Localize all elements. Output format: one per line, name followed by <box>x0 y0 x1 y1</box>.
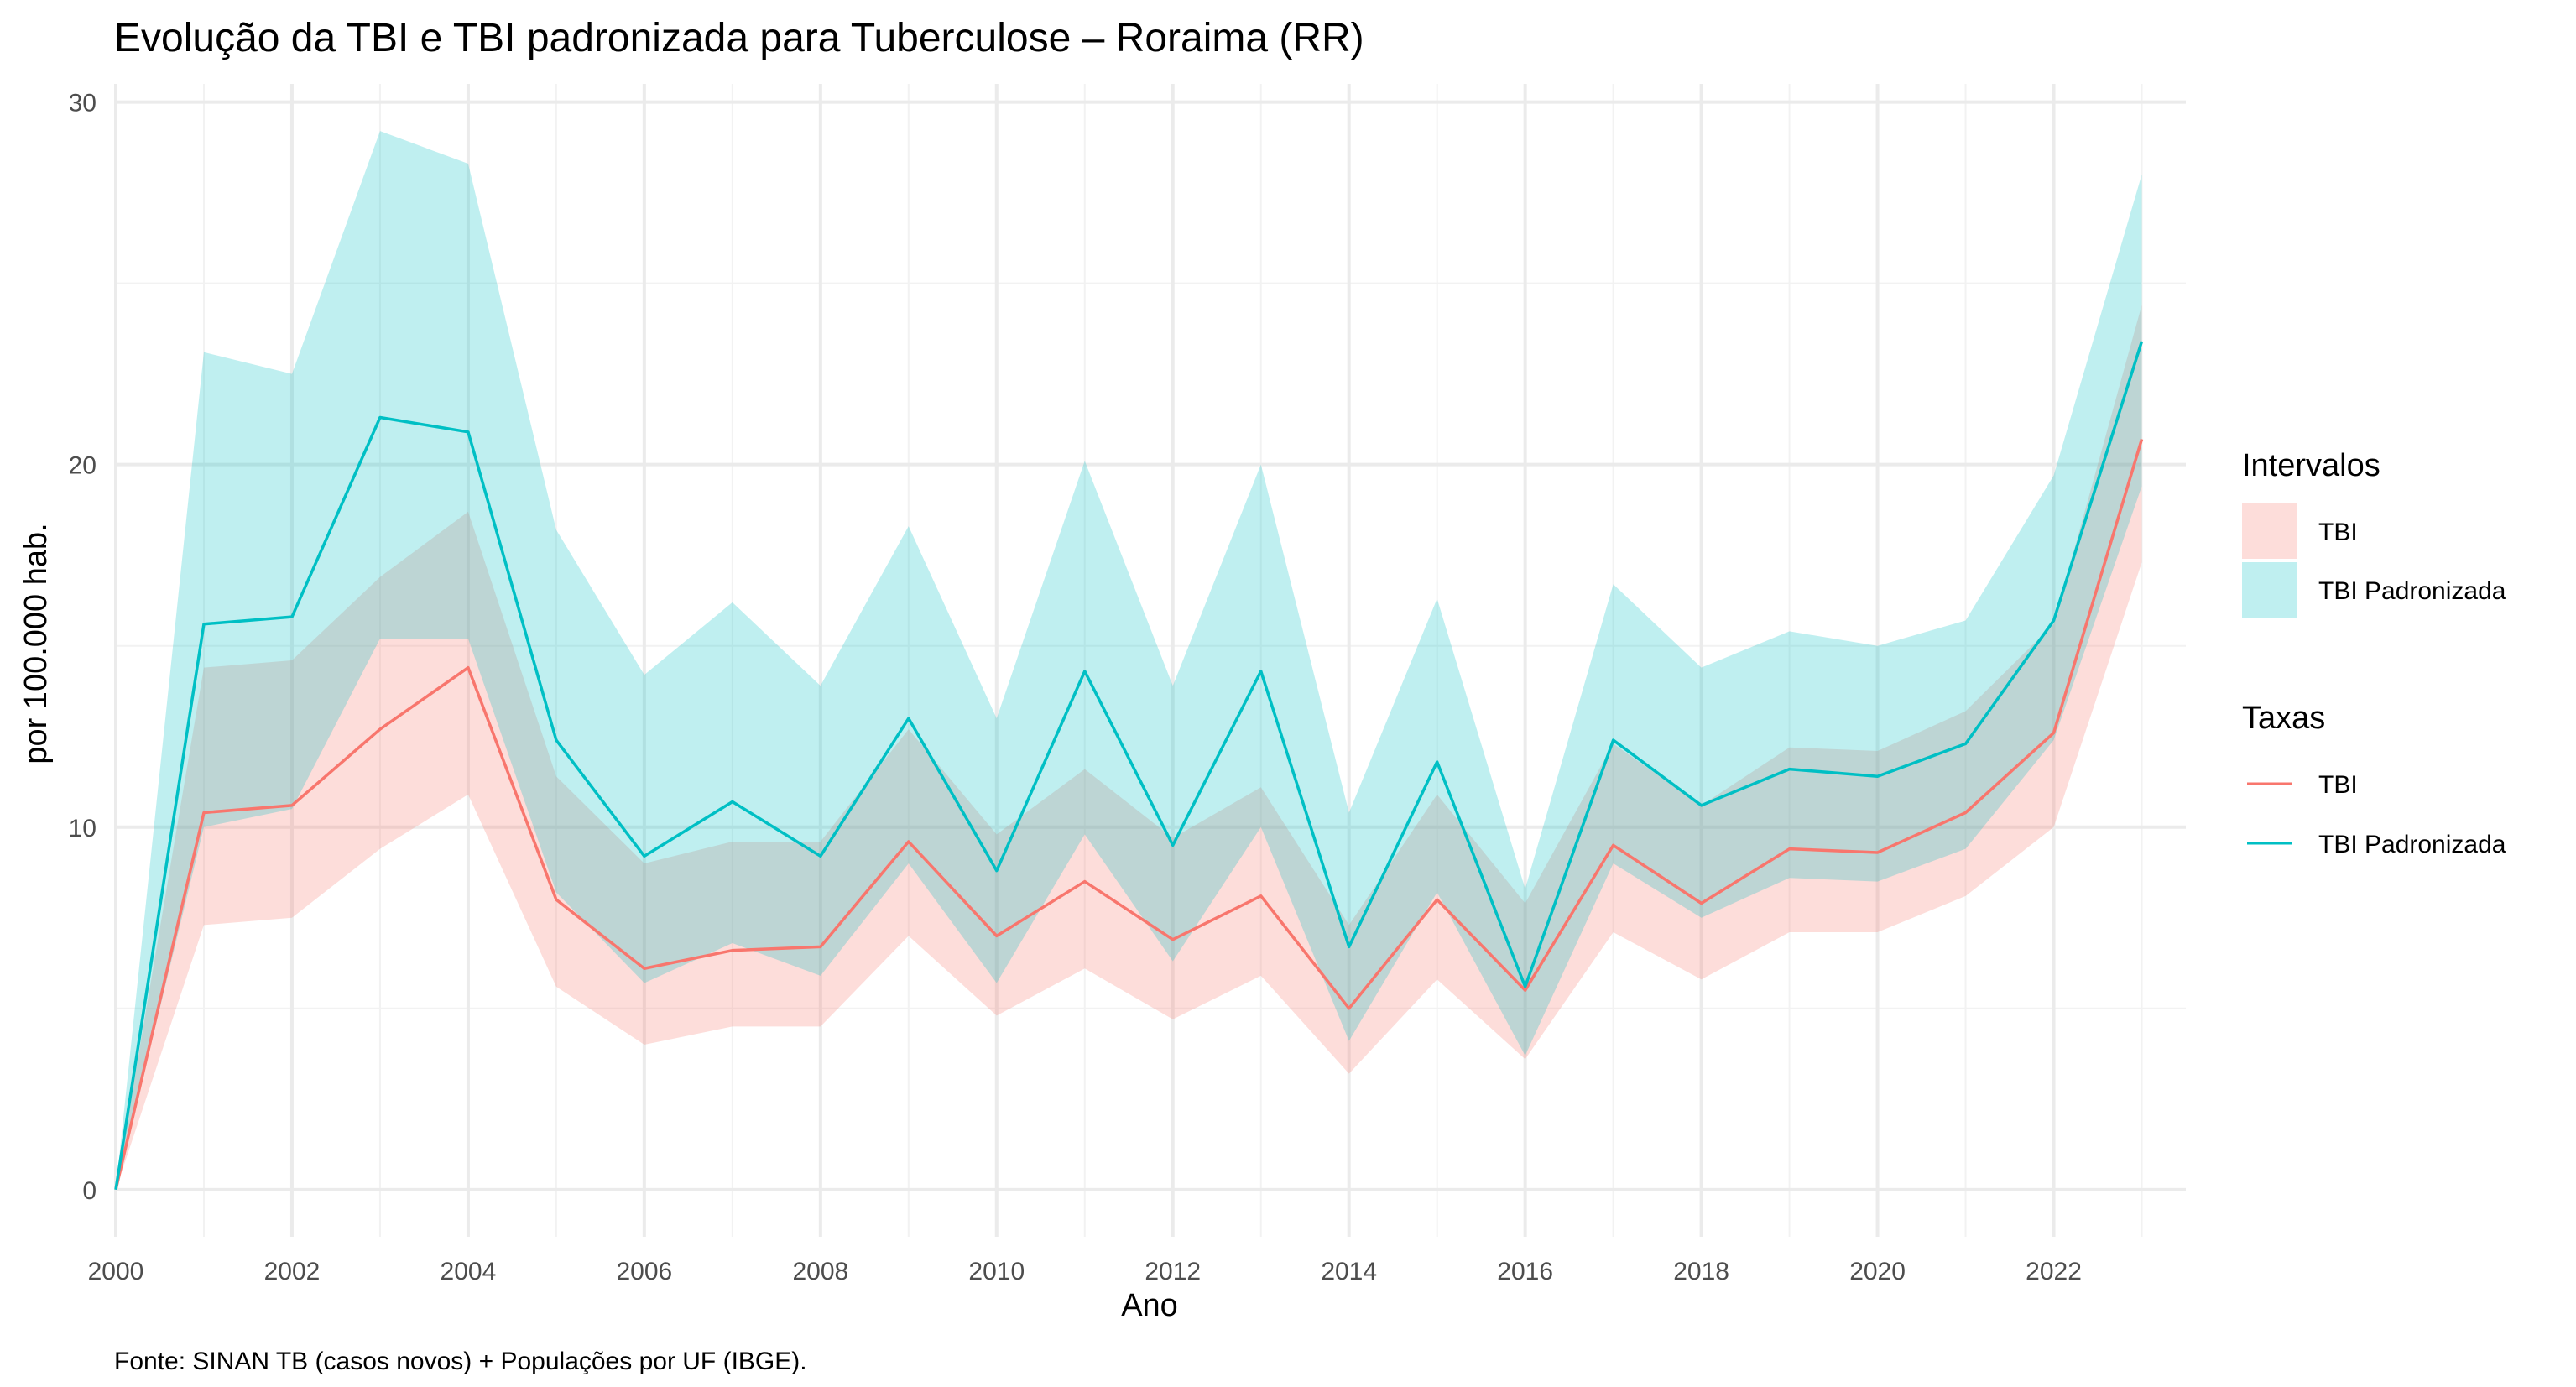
x-tick-label: 2002 <box>264 1258 321 1285</box>
grid-minor <box>116 84 2186 1237</box>
legend-label-line-tbi-padronizada: TBI Padronizada <box>2318 831 2506 858</box>
x-axis-ticks: 2000 2002 2004 2006 2008 2010 2012 2014 2016 2018… <box>88 1258 2082 1285</box>
series-line-tbi <box>114 438 2144 1191</box>
y-tick-label: 10 <box>69 815 96 842</box>
y-tick-label: 0 <box>82 1177 96 1205</box>
x-tick-label: 2012 <box>1145 1258 1201 1285</box>
y-axis-title: por 100.000 hab. <box>18 523 54 764</box>
ribbons <box>116 131 2142 1190</box>
legend-intervalos: Intervalos TBI TBI Padronizada <box>2242 448 2506 618</box>
legend-intervalos-title: Intervalos <box>2242 448 2380 483</box>
x-tick-label: 2010 <box>968 1258 1025 1285</box>
legend-label-ribbon-tbi-padronizada: TBI Padronizada <box>2318 577 2506 605</box>
x-tick-label: 2022 <box>2026 1258 2082 1285</box>
legend-taxas-title: Taxas <box>2242 701 2325 736</box>
x-tick-label: 2020 <box>1849 1258 1906 1285</box>
legend-swatch-ribbon-tbi-padronizada <box>2242 562 2297 618</box>
y-tick-label: 20 <box>69 452 96 480</box>
y-axis-ticks: 0 10 20 30 <box>69 90 96 1205</box>
x-tick-label: 2016 <box>1497 1258 1553 1285</box>
ribbon-tbi <box>116 305 2142 1190</box>
x-axis-title: Ano <box>1121 1288 1178 1323</box>
legend-swatch-ribbon-tbi <box>2242 503 2297 559</box>
grid-major <box>114 84 2186 1237</box>
legend-label-line-tbi: TBI <box>2318 771 2358 799</box>
series-line-tbi-padronizada <box>114 341 2144 1191</box>
ribbon-tbi-padronizada <box>116 131 2142 1190</box>
x-tick-label: 2008 <box>792 1258 848 1285</box>
y-tick-label: 30 <box>69 90 96 117</box>
chart-title: Evolução da TBI e TBI padronizada para T… <box>114 16 1364 60</box>
x-tick-label: 2006 <box>616 1258 672 1285</box>
x-tick-label: 2000 <box>88 1258 144 1285</box>
x-tick-label: 2018 <box>1673 1258 1729 1285</box>
chart-caption: Fonte: SINAN TB (casos novos) + Populaçõ… <box>114 1348 807 1375</box>
legend-taxas: Taxas TBI TBI Padronizada <box>2242 701 2506 858</box>
lines <box>114 341 2144 1191</box>
x-tick-label: 2014 <box>1321 1258 1377 1285</box>
x-tick-label: 2004 <box>441 1258 497 1285</box>
legend-label-ribbon-tbi: TBI <box>2318 519 2358 546</box>
